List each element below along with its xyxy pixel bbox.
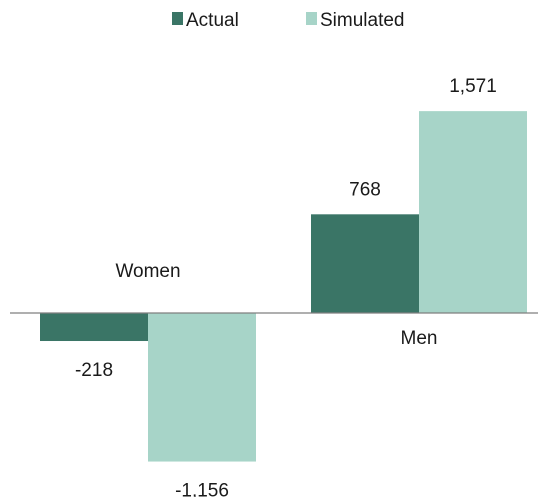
value-labels: -218 -1,156 768 1,571	[75, 76, 497, 497]
legend-swatch-actual	[172, 12, 183, 25]
bar-men-simulated	[419, 111, 527, 314]
legend-label-simulated: Simulated	[320, 10, 405, 31]
legend: Actual Simulated	[172, 10, 405, 31]
bar-men-actual	[311, 214, 419, 313]
value-label-men-actual: 768	[349, 179, 381, 200]
category-labels: Women Men	[115, 261, 437, 349]
bars	[40, 111, 527, 462]
bar-women-actual	[40, 313, 148, 342]
category-label-men: Men	[401, 328, 438, 349]
bar-women-simulated	[148, 313, 256, 462]
category-label-women: Women	[115, 261, 180, 282]
legend-swatch-simulated	[306, 12, 317, 25]
value-label-women-actual: -218	[75, 360, 113, 381]
value-label-women-simulated: -1,156	[175, 481, 229, 497]
value-label-men-simulated: 1,571	[449, 76, 497, 97]
legend-label-actual: Actual	[186, 10, 239, 31]
